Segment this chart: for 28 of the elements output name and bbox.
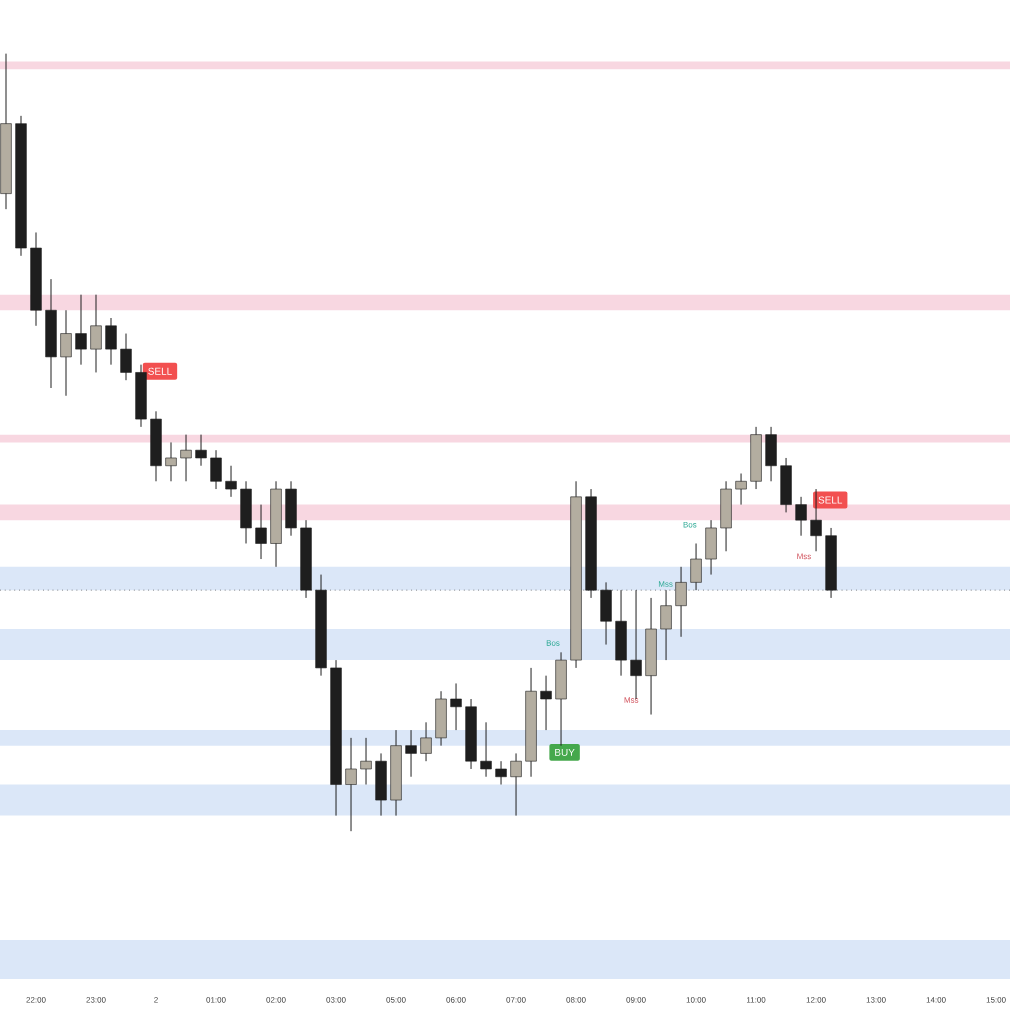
candlestick [690, 542, 702, 591]
candlestick [75, 294, 87, 366]
candlestick [795, 496, 807, 537]
candlestick [210, 449, 222, 490]
candlestick [510, 752, 522, 817]
candlestick [345, 737, 357, 832]
candlestick [480, 721, 492, 778]
candlestick [165, 441, 177, 482]
candlestick [195, 434, 207, 467]
candlestick [60, 309, 72, 397]
candlestick [90, 294, 102, 373]
candlestick [495, 760, 507, 786]
candlestick [105, 317, 117, 366]
candlestick [360, 737, 372, 786]
candlestick [120, 333, 132, 381]
candlestick [540, 675, 552, 731]
candlestick [675, 566, 687, 638]
candlestick [405, 729, 417, 778]
candlestick [660, 589, 672, 661]
annotation: SELL [818, 496, 843, 504]
candlestick [420, 721, 432, 762]
candlestick [180, 434, 192, 482]
annotation: BUY [555, 748, 575, 756]
candlestick [450, 682, 462, 731]
candlestick [255, 504, 267, 560]
annotation: SELL [148, 367, 172, 375]
candlestick [225, 465, 237, 498]
candlestick [735, 473, 747, 506]
